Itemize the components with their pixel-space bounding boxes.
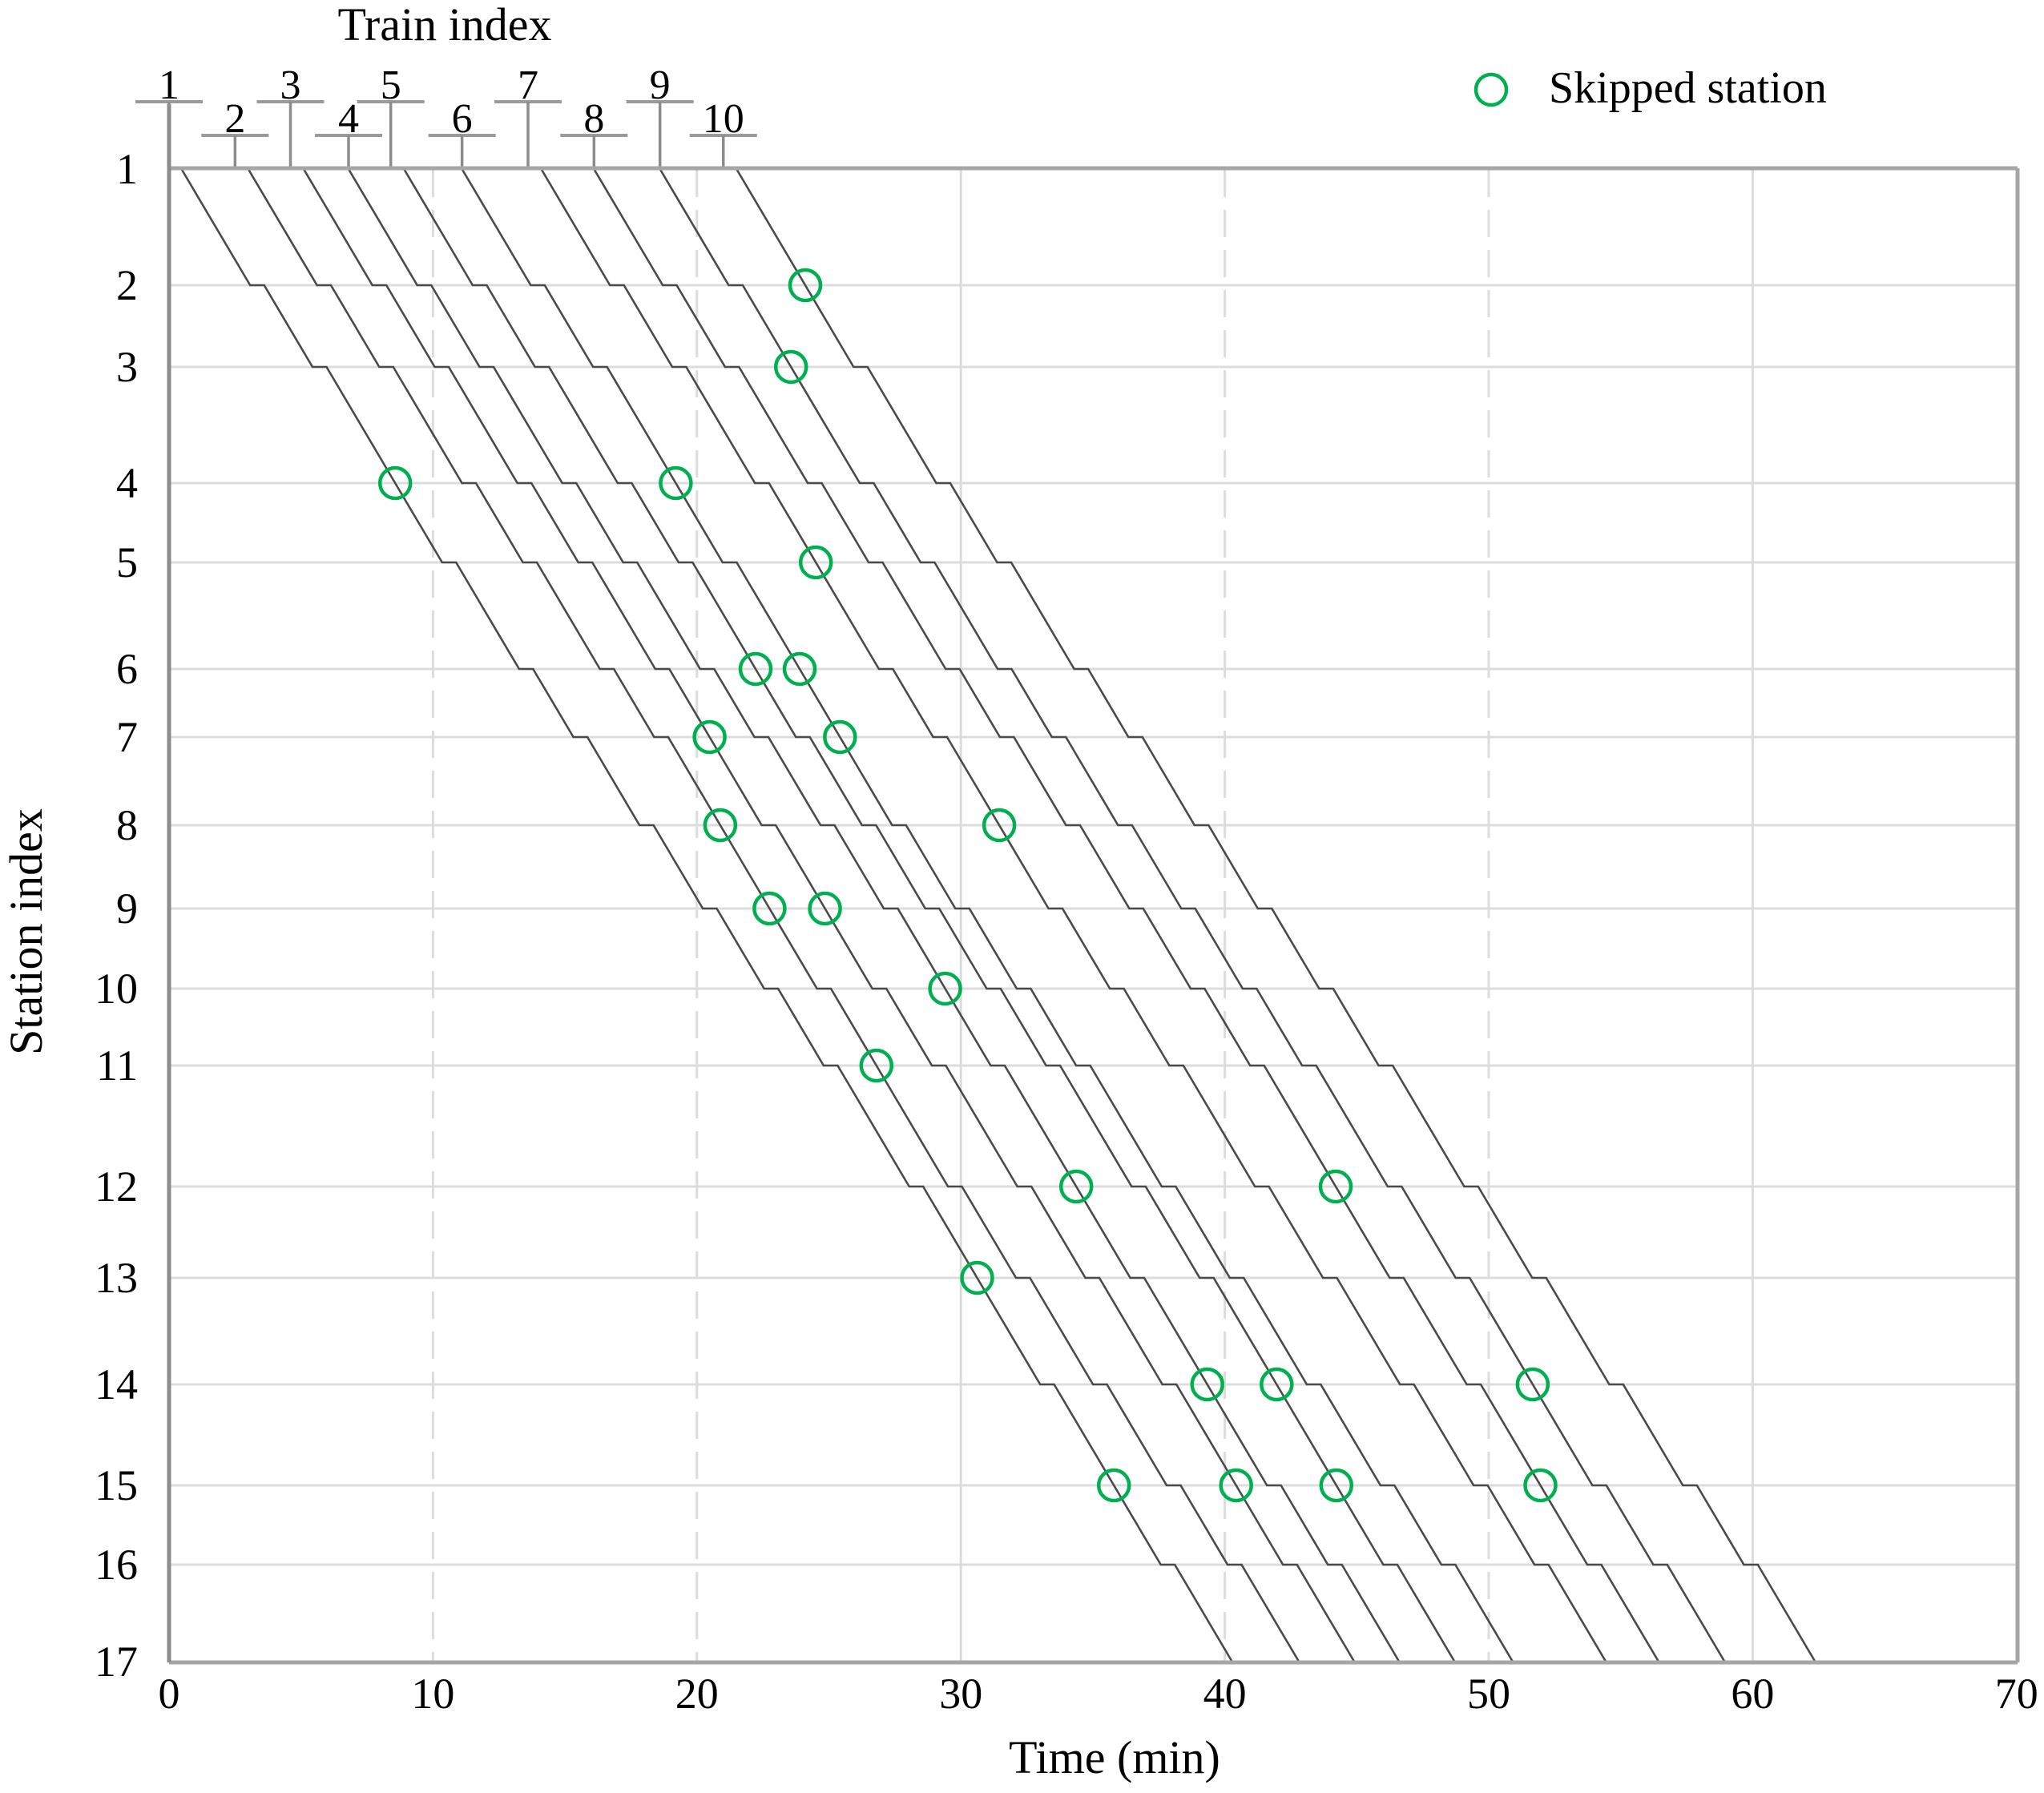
train-path-1: [180, 168, 1233, 1662]
y-tick-8: 8: [116, 801, 138, 849]
x-tick-0: 0: [159, 1670, 180, 1718]
y-tick-13: 13: [95, 1254, 138, 1302]
train-path-3: [302, 168, 1356, 1662]
skipped-station-circle-icon: [692, 719, 727, 755]
y-tick-14: 14: [95, 1360, 138, 1408]
train-index-title: Train index: [338, 0, 552, 50]
train-path-4: [347, 168, 1401, 1662]
skipped-station-circle-icon: [1523, 1468, 1558, 1503]
train-index-marker-9: 9: [626, 62, 694, 168]
skipped-station-circle-icon: [1260, 1367, 1294, 1402]
skipped-station-circle-icon: [823, 719, 857, 755]
legend-label: Skipped station: [1549, 63, 1827, 113]
y-tick-2: 2: [116, 261, 138, 309]
skipped-station-circle-icon: [1190, 1367, 1224, 1402]
train-index-label: 10: [703, 96, 744, 142]
x-tick-10: 10: [411, 1670, 454, 1718]
y-tick-5: 5: [116, 538, 138, 586]
train-path-5: [403, 168, 1456, 1662]
skipped-station-circle-icon: [752, 891, 787, 926]
train-index-label: 3: [280, 62, 301, 108]
skipped-station-circle-icon: [703, 808, 738, 843]
train-index-marker-6: 6: [428, 96, 496, 168]
y-tick-9: 9: [116, 884, 138, 933]
x-tick-30: 30: [939, 1670, 982, 1718]
y-tick-15: 15: [95, 1461, 138, 1509]
horizontal-gridlines: [169, 284, 2018, 1566]
skipped-station-circle-icon: [782, 651, 817, 687]
train-index-marker-3: 3: [256, 62, 325, 168]
train-index-marker-7: 7: [494, 62, 562, 168]
train-paths: [180, 168, 1816, 1662]
y-tick-3: 3: [116, 343, 138, 391]
y-tick-17: 17: [95, 1638, 138, 1686]
train-path-6: [461, 168, 1514, 1662]
train-index-label: 7: [518, 62, 538, 108]
train-index-label: 1: [159, 62, 179, 108]
train-index-label: 5: [381, 62, 401, 108]
skipped-station-circle-icon: [773, 349, 808, 385]
skipped-station-circle-icon: [1515, 1367, 1550, 1402]
train-path-8: [593, 168, 1660, 1662]
skipped-station-circle-icon: [377, 465, 413, 501]
skipped-station-circle-icon: [960, 1260, 994, 1295]
train-index-marker-2: 2: [201, 96, 269, 168]
plot-frame: [167, 104, 2020, 1665]
y-tick-4: 4: [116, 459, 138, 507]
skipped-station-circle-icon: [659, 465, 693, 501]
legend-circle-icon: [1474, 72, 1509, 107]
x-tick-20: 20: [675, 1670, 719, 1718]
x-axis-title: Time (min): [1009, 1731, 1220, 1783]
skipped-station-circle-icon: [788, 268, 823, 303]
train-index-marker-8: 8: [560, 96, 628, 168]
skipped-station-circle-icon: [928, 971, 962, 1006]
y-tick-10: 10: [95, 965, 138, 1013]
vertical-gridlines: [431, 170, 1754, 1661]
skipped-station-circle-icon: [1318, 1169, 1353, 1204]
x-axis-tick-labels: 0 10 20 30 40 50 60 70: [159, 1670, 2038, 1718]
train-index-label: 2: [224, 96, 245, 142]
train-path-9: [659, 168, 1726, 1662]
skipped-station-circle-icon: [1219, 1468, 1253, 1503]
y-tick-1: 1: [116, 145, 138, 193]
train-index-marker-10: 10: [689, 96, 757, 168]
skipped-station-circle-icon: [1058, 1169, 1094, 1204]
train-index-label: 8: [583, 96, 604, 142]
skipped-station-circle-icon: [798, 545, 833, 580]
skipped-station-circle-icon: [1319, 1468, 1354, 1503]
train-index-label: 9: [650, 62, 671, 108]
y-axis-title: Station index: [0, 808, 52, 1055]
skipped-station-circle-icon: [1096, 1468, 1131, 1503]
x-tick-50: 50: [1467, 1670, 1510, 1718]
train-index-label: 6: [452, 96, 473, 142]
x-tick-40: 40: [1203, 1670, 1247, 1718]
skipped-station-markers: [377, 268, 1558, 1503]
skipped-station-circle-icon: [982, 808, 1017, 843]
y-tick-11: 11: [96, 1042, 138, 1090]
train-index-marker-5: 5: [357, 62, 425, 168]
x-tick-70: 70: [1995, 1670, 2038, 1718]
skipped-station-circle-icon: [859, 1048, 894, 1083]
train-path-10: [736, 168, 1816, 1662]
skipped-station-circle-icon: [738, 651, 773, 687]
y-tick-6: 6: [116, 645, 138, 693]
y-tick-16: 16: [95, 1541, 138, 1589]
train-path-2: [247, 168, 1300, 1662]
y-tick-7: 7: [116, 713, 138, 761]
train-index-label: 4: [338, 96, 359, 142]
skipped-station-circle-icon: [808, 891, 842, 926]
y-tick-12: 12: [95, 1162, 138, 1211]
x-tick-60: 60: [1731, 1670, 1774, 1718]
train-index-marker-4: 4: [314, 96, 382, 168]
train-path-7: [540, 168, 1607, 1662]
legend: Skipped station: [1474, 63, 1827, 113]
